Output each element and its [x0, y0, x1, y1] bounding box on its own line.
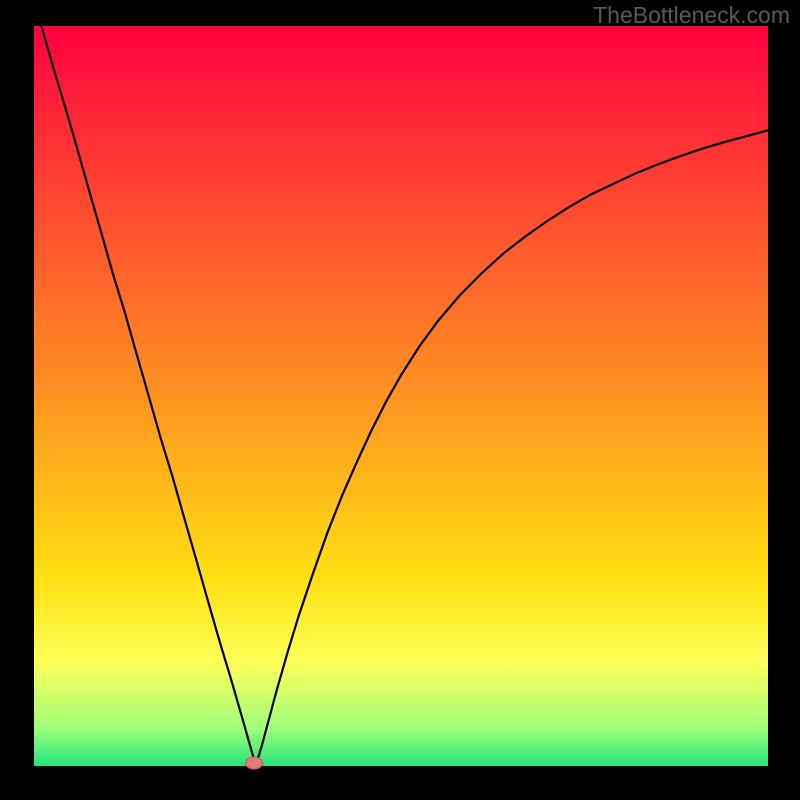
plot-area	[34, 26, 768, 766]
chart-container: TheBottleneck.com	[0, 0, 800, 800]
minimum-marker	[245, 757, 263, 770]
watermark-text: TheBottleneck.com	[593, 2, 790, 29]
